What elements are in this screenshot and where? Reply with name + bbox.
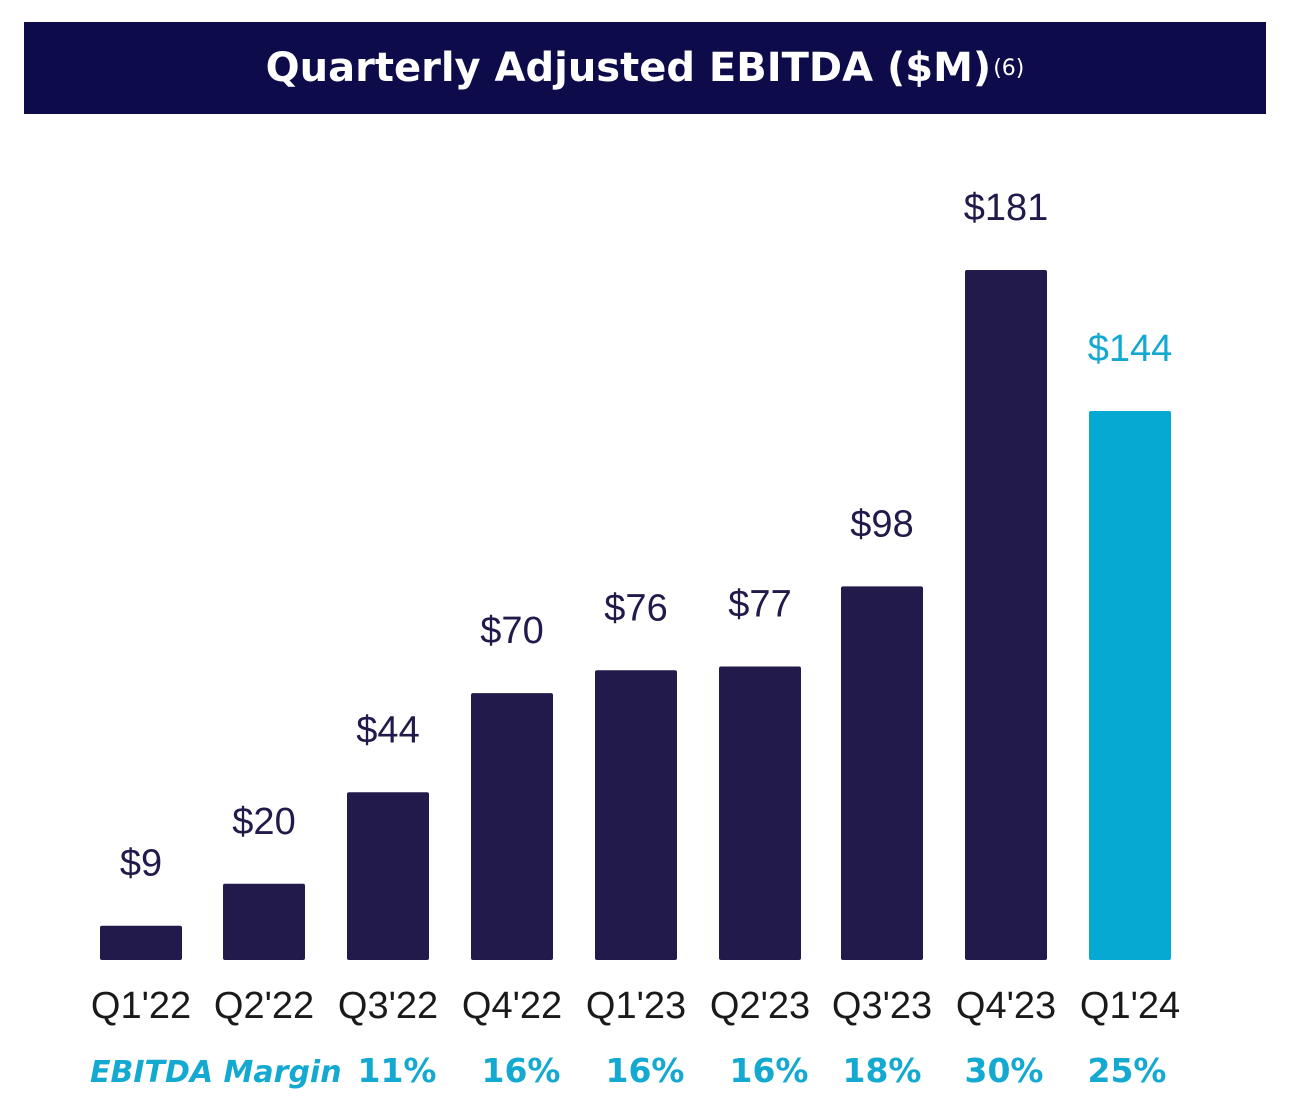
bar-Q4'23: [965, 270, 1047, 960]
bar-Q4'22: [471, 693, 553, 960]
value-label: $70: [480, 610, 543, 652]
margin-values-group: 11% 16% 16% 16% 18% 30% 25%: [358, 1051, 1167, 1090]
title-footnote: (6): [993, 55, 1025, 81]
value-label: $20: [232, 801, 295, 843]
category-label: Q2'23: [710, 985, 810, 1027]
bars-group: [100, 270, 1171, 961]
value-labels-group: $9 $20 $44 $70 $76 $77 $98 $181 $144: [120, 187, 1172, 885]
margin-value: 16%: [606, 1051, 685, 1090]
category-label: Q3'23: [832, 985, 932, 1027]
ebitda-margin-label: EBITDA Margin: [90, 1055, 342, 1090]
category-label: Q1'23: [586, 985, 686, 1027]
category-label: Q2'22: [214, 985, 314, 1027]
value-label: $44: [356, 709, 419, 751]
bar-Q2'23: [719, 666, 801, 960]
bar-Q1'22: [100, 925, 182, 960]
value-label: $9: [120, 843, 162, 885]
margin-value: 11%: [358, 1051, 437, 1090]
category-label: Q4'22: [462, 985, 562, 1027]
chart-title: Quarterly Adjusted EBITDA ($M) (6): [24, 22, 1266, 114]
value-label: $181: [964, 187, 1049, 229]
bar-Q3'23: [841, 586, 923, 960]
bar-Q1'24: [1089, 411, 1171, 961]
value-label: $76: [604, 587, 667, 629]
category-label: Q1'24: [1080, 985, 1180, 1027]
category-label: Q1'22: [91, 985, 191, 1027]
bar-Q1'23: [595, 670, 677, 960]
value-label: $77: [728, 583, 791, 625]
margin-value: 16%: [730, 1051, 809, 1090]
bar-Q3'22: [347, 792, 429, 960]
category-labels-group: Q1'22 Q2'22 Q3'22 Q4'22 Q1'23 Q2'23 Q3'23 Q4'23…: [91, 985, 1180, 1027]
margin-value: 25%: [1088, 1051, 1167, 1090]
category-label: Q3'22: [338, 985, 438, 1027]
chart-title-text: Quarterly Adjusted EBITDA ($M): [265, 45, 992, 91]
bar-Q2'22: [223, 883, 305, 960]
margin-value: 30%: [965, 1051, 1044, 1090]
category-label: Q4'23: [956, 985, 1056, 1027]
margin-value: 16%: [482, 1051, 561, 1090]
margin-value: 18%: [843, 1051, 922, 1090]
value-label: $144: [1088, 328, 1173, 370]
value-label: $98: [850, 503, 913, 545]
